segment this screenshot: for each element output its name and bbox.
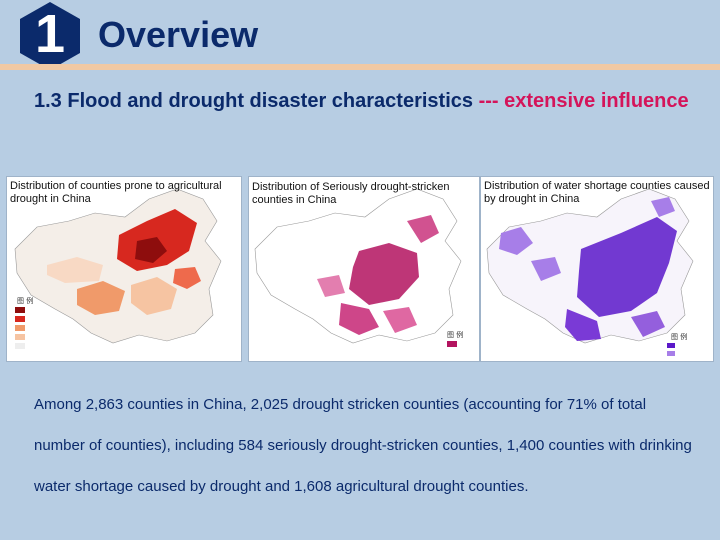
header-divider — [0, 64, 720, 70]
subtitle-main: 1.3 Flood and drought disaster character… — [34, 90, 479, 112]
map-water-shortage: 图 例 Distribution of water shortage count… — [480, 176, 714, 362]
china-map-purple: 图 例 — [486, 188, 694, 356]
china-map-red: 图 例 — [14, 188, 222, 349]
section-title: Overview — [98, 14, 259, 55]
map-agricultural-drought: 图 例 Distribution of counties prone to ag… — [6, 176, 242, 362]
section-number: 1 — [34, 4, 66, 64]
map1-legend-title: 图 例 — [17, 296, 33, 305]
china-map-magenta: 图 例 — [254, 188, 463, 347]
map3-legend-title: 图 例 — [671, 332, 687, 341]
map-seriously-drought-stricken: 图 例 Distribution of Seriously drought-st… — [248, 176, 480, 362]
map2-caption: Distribution of Seriously drought-strick… — [252, 181, 450, 206]
section-number-badge: 1 — [18, 0, 82, 72]
map1-caption: Distribution of counties prone to agricu… — [10, 180, 222, 205]
subtitle-accent: --- extensive influence — [478, 90, 689, 112]
hexagon-badge-shape — [20, 2, 80, 70]
summary-paragraph: Among 2,863 counties in China, 2,025 dro… — [34, 396, 692, 495]
map3-caption: Distribution of water shortage counties … — [484, 180, 710, 205]
slide-subtitle: 1.3 Flood and drought disaster character… — [34, 88, 714, 115]
map2-legend-title: 图 例 — [447, 330, 463, 339]
